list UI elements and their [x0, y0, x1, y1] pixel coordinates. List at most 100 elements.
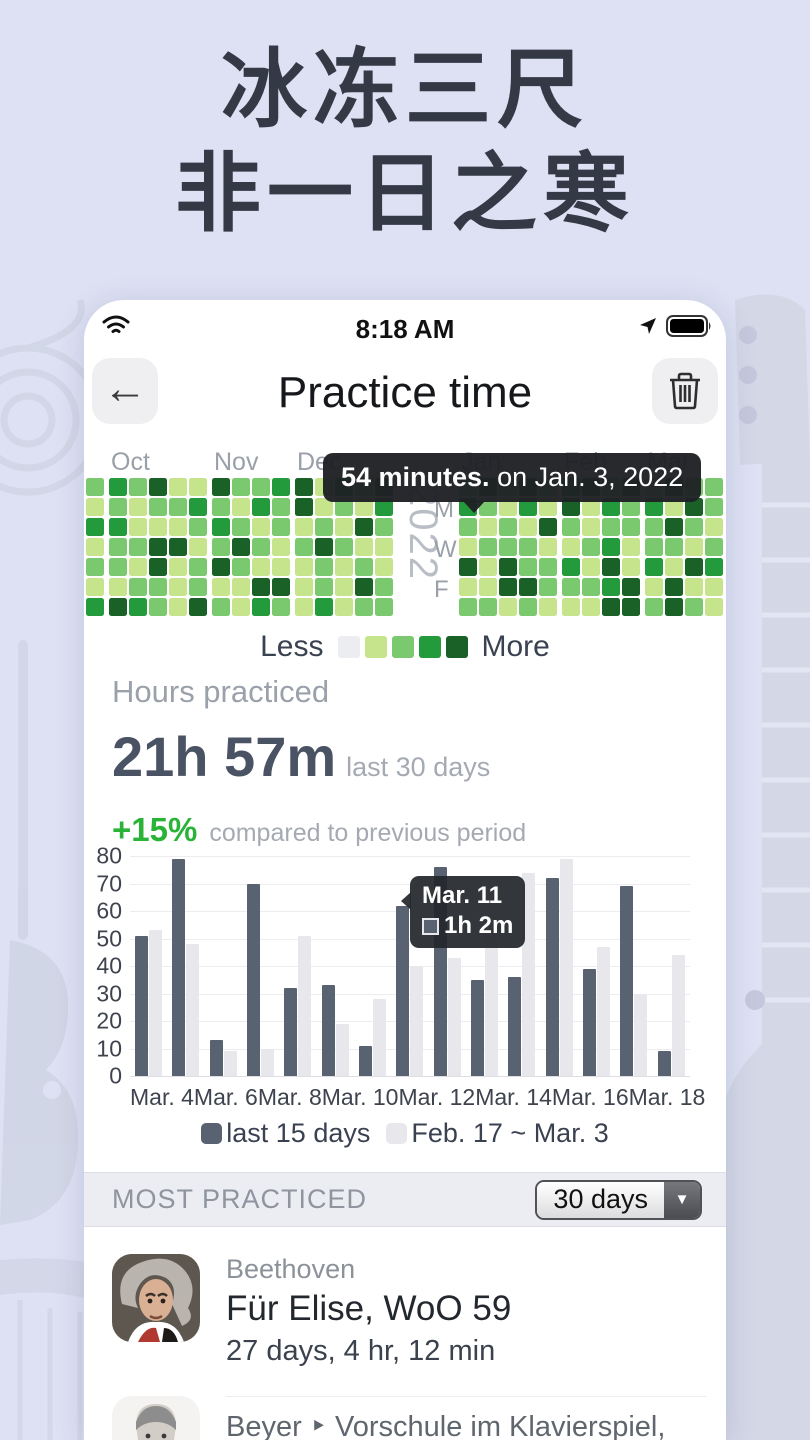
heatmap-cell[interactable]	[169, 558, 187, 576]
heatmap-cell[interactable]	[665, 498, 683, 516]
heatmap-cell[interactable]	[189, 558, 207, 576]
heatmap-cell[interactable]	[272, 598, 290, 616]
heatmap-cell[interactable]	[459, 598, 477, 616]
heatmap-cell[interactable]	[375, 558, 393, 576]
bar-feb-17-mar-3[interactable]	[410, 966, 424, 1076]
heatmap-cell[interactable]	[86, 578, 104, 596]
heatmap-cell[interactable]	[602, 498, 620, 516]
heatmap-cell[interactable]	[252, 518, 270, 536]
heatmap-cell[interactable]	[315, 558, 333, 576]
bar-last-15-days[interactable]	[620, 886, 634, 1076]
period-filter-select[interactable]: 30 days ▼	[535, 1179, 702, 1220]
heatmap-cell[interactable]	[295, 518, 313, 536]
heatmap-cell[interactable]	[355, 498, 373, 516]
heatmap-cell[interactable]	[479, 558, 497, 576]
heatmap-cell[interactable]	[149, 518, 167, 536]
bar-last-15-days[interactable]	[545, 878, 559, 1076]
heatmap-cell[interactable]	[189, 578, 207, 596]
heatmap-cell[interactable]	[335, 598, 353, 616]
heatmap-cell[interactable]	[645, 598, 663, 616]
heatmap-cell[interactable]	[252, 578, 270, 596]
heatmap-cell[interactable]	[459, 558, 477, 576]
heatmap-cell[interactable]	[459, 578, 477, 596]
heatmap-cell[interactable]	[272, 478, 290, 496]
heatmap-cell[interactable]	[622, 518, 640, 536]
heatmap-cell[interactable]	[622, 558, 640, 576]
heatmap-cell[interactable]	[685, 538, 703, 556]
heatmap-cell[interactable]	[479, 518, 497, 536]
heatmap-cell[interactable]	[149, 598, 167, 616]
heatmap-cell[interactable]	[665, 598, 683, 616]
bar-last-15-days[interactable]	[321, 985, 335, 1076]
bar-last-15-days[interactable]	[135, 935, 149, 1076]
heatmap-cell[interactable]	[232, 598, 250, 616]
heatmap-cell[interactable]	[562, 538, 580, 556]
heatmap-cell[interactable]	[272, 498, 290, 516]
heatmap-cell[interactable]	[129, 538, 147, 556]
heatmap-cell[interactable]	[705, 578, 723, 596]
heatmap-cell[interactable]	[539, 518, 557, 536]
heatmap-cell[interactable]	[519, 558, 537, 576]
heatmap-cell[interactable]	[375, 538, 393, 556]
list-item[interactable]: Beyer ‣ Vorschule im Klavierspiel, Op.10…	[84, 1382, 726, 1440]
heatmap-cell[interactable]	[582, 558, 600, 576]
heatmap-cell[interactable]	[109, 578, 127, 596]
heatmap-cell[interactable]	[252, 498, 270, 516]
heatmap-cell[interactable]	[479, 538, 497, 556]
heatmap-cell[interactable]	[315, 598, 333, 616]
heatmap-cell[interactable]	[499, 558, 517, 576]
heatmap-cell[interactable]	[499, 518, 517, 536]
heatmap-cell[interactable]	[232, 578, 250, 596]
heatmap-cell[interactable]	[562, 498, 580, 516]
heatmap-cell[interactable]	[519, 518, 537, 536]
heatmap-cell[interactable]	[685, 498, 703, 516]
heatmap-cell[interactable]	[212, 578, 230, 596]
heatmap-cell[interactable]	[189, 538, 207, 556]
heatmap-cell[interactable]	[109, 598, 127, 616]
heatmap-cell[interactable]	[232, 538, 250, 556]
heatmap-cell[interactable]	[602, 598, 620, 616]
heatmap-cell[interactable]	[539, 558, 557, 576]
heatmap-cell[interactable]	[232, 558, 250, 576]
heatmap-cell[interactable]	[86, 478, 104, 496]
heatmap-cell[interactable]	[645, 498, 663, 516]
heatmap-cell[interactable]	[129, 578, 147, 596]
heatmap-cell[interactable]	[499, 598, 517, 616]
heatmap-cell[interactable]	[539, 538, 557, 556]
heatmap-cell[interactable]	[189, 518, 207, 536]
heatmap-cell[interactable]	[665, 558, 683, 576]
heatmap-cell[interactable]	[562, 578, 580, 596]
heatmap-cell[interactable]	[479, 578, 497, 596]
heatmap-cell[interactable]	[665, 578, 683, 596]
heatmap-cell[interactable]	[109, 558, 127, 576]
heatmap-cell[interactable]	[149, 578, 167, 596]
heatmap-cell[interactable]	[582, 538, 600, 556]
bar-feb-17-mar-3[interactable]	[559, 858, 573, 1076]
heatmap-cell[interactable]	[645, 538, 663, 556]
heatmap-cell[interactable]	[189, 598, 207, 616]
heatmap-cell[interactable]	[295, 558, 313, 576]
heatmap-cell[interactable]	[189, 478, 207, 496]
bar-feb-17-mar-3[interactable]	[447, 957, 461, 1076]
heatmap-cell[interactable]	[86, 518, 104, 536]
heatmap-cell[interactable]	[562, 598, 580, 616]
heatmap-cell[interactable]	[539, 498, 557, 516]
heatmap-cell[interactable]	[315, 518, 333, 536]
heatmap-cell[interactable]	[232, 478, 250, 496]
heatmap-cell[interactable]	[169, 598, 187, 616]
bar-feb-17-mar-3[interactable]	[485, 924, 499, 1076]
bar-last-15-days[interactable]	[471, 979, 485, 1076]
list-item[interactable]: Beethoven Für Elise, WoO 59 27 days, 4 h…	[84, 1240, 726, 1382]
heatmap-cell[interactable]	[519, 578, 537, 596]
heatmap-cell[interactable]	[685, 558, 703, 576]
heatmap-cell[interactable]	[335, 578, 353, 596]
heatmap-cell[interactable]	[375, 518, 393, 536]
heatmap-cell[interactable]	[539, 598, 557, 616]
heatmap-cell[interactable]	[562, 558, 580, 576]
heatmap-cell[interactable]	[169, 578, 187, 596]
heatmap-cell[interactable]	[582, 578, 600, 596]
heatmap-cell[interactable]	[479, 598, 497, 616]
heatmap-cell[interactable]	[212, 538, 230, 556]
heatmap-cell[interactable]	[109, 478, 127, 496]
heatmap-cell[interactable]	[272, 558, 290, 576]
